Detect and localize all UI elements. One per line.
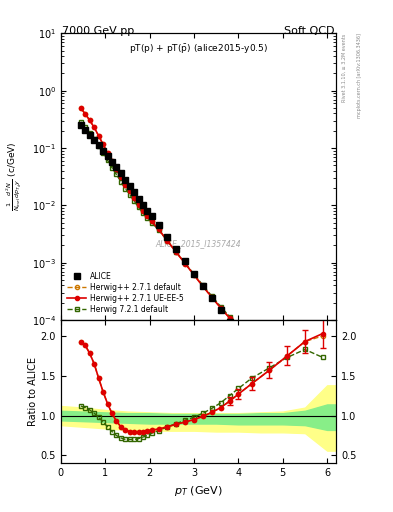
Text: Soft QCD: Soft QCD [284, 26, 334, 36]
Text: mcplots.cern.ch [arXiv:1306.3436]: mcplots.cern.ch [arXiv:1306.3436] [357, 33, 362, 118]
Text: pT(p) + pT($\bar{\rm p}$) (alice2015-y0.5): pT(p) + pT($\bar{\rm p}$) (alice2015-y0.… [129, 42, 268, 55]
X-axis label: $p_T$ (GeV): $p_T$ (GeV) [174, 484, 223, 498]
Text: Rivet 3.1.10, ≥ 3.2M events: Rivet 3.1.10, ≥ 3.2M events [342, 33, 347, 101]
Legend: ALICE, Herwig++ 2.7.1 default, Herwig++ 2.7.1 UE-EE-5, Herwig 7.2.1 default: ALICE, Herwig++ 2.7.1 default, Herwig++ … [65, 270, 186, 316]
Y-axis label: Ratio to ALICE: Ratio to ALICE [28, 357, 38, 426]
Text: ALICE_2015_I1357424: ALICE_2015_I1357424 [156, 239, 241, 248]
Text: 7000 GeV pp: 7000 GeV pp [62, 26, 134, 36]
Y-axis label: $\frac{1}{N_{inel}}\frac{d^2N}{dp_{T_d}y}$ (c/GeV): $\frac{1}{N_{inel}}\frac{d^2N}{dp_{T_d}y… [4, 142, 24, 211]
